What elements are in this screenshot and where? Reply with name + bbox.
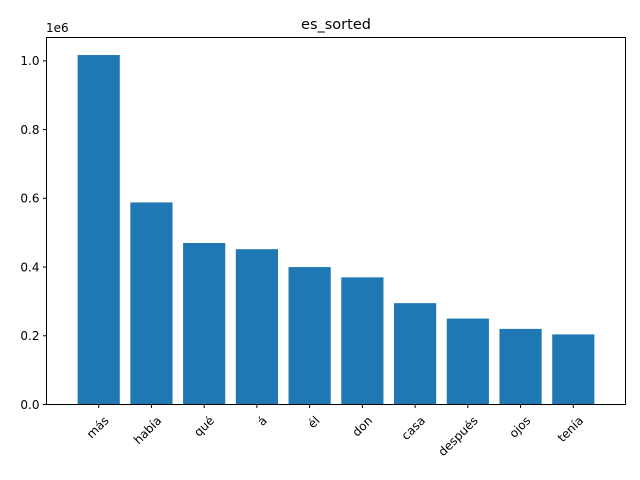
y-axis-scale-label: 1e6 — [46, 21, 69, 35]
bars-group — [77, 55, 595, 405]
bar-8 — [499, 328, 542, 405]
x-tick-label-1: había — [131, 414, 164, 447]
x-tick-label-3: á — [255, 414, 270, 429]
y-tick-label-2: 0.4 — [20, 260, 39, 274]
bar-5 — [341, 277, 384, 405]
x-tick-label-9: tenía — [555, 414, 586, 445]
bar-0 — [77, 55, 120, 405]
y-tick-label-5: 1.0 — [20, 54, 39, 68]
y-tick-label-3: 0.6 — [20, 192, 39, 206]
y-tick-label-0: 0.0 — [20, 398, 39, 412]
x-tick-label-7: después — [435, 414, 480, 459]
bar-1 — [130, 202, 173, 405]
bar-9 — [552, 334, 595, 405]
plot-area-frame — [46, 37, 626, 405]
x-axis-ticks: más había qué á él don casa después ojos tenía — [84, 404, 586, 459]
bar-3 — [235, 249, 278, 405]
x-tick-label-8: ojos — [506, 414, 533, 441]
x-tick-label-5: don — [349, 414, 375, 440]
x-tick-label-4: él — [305, 414, 322, 431]
y-tick-label-1: 0.2 — [20, 329, 39, 343]
y-axis-ticks: 0.0 0.2 0.4 0.6 0.8 1.0 — [20, 54, 47, 412]
chart-title: es_sorted — [301, 17, 371, 33]
x-tick-label-6: casa — [399, 414, 428, 443]
x-tick-label-2: qué — [191, 414, 217, 440]
bar-7 — [446, 318, 489, 405]
bar-4 — [288, 267, 331, 405]
bar-6 — [394, 303, 437, 405]
y-tick-label-4: 0.8 — [20, 123, 39, 137]
x-tick-label-0: más — [84, 414, 112, 442]
bar-2 — [183, 242, 226, 405]
